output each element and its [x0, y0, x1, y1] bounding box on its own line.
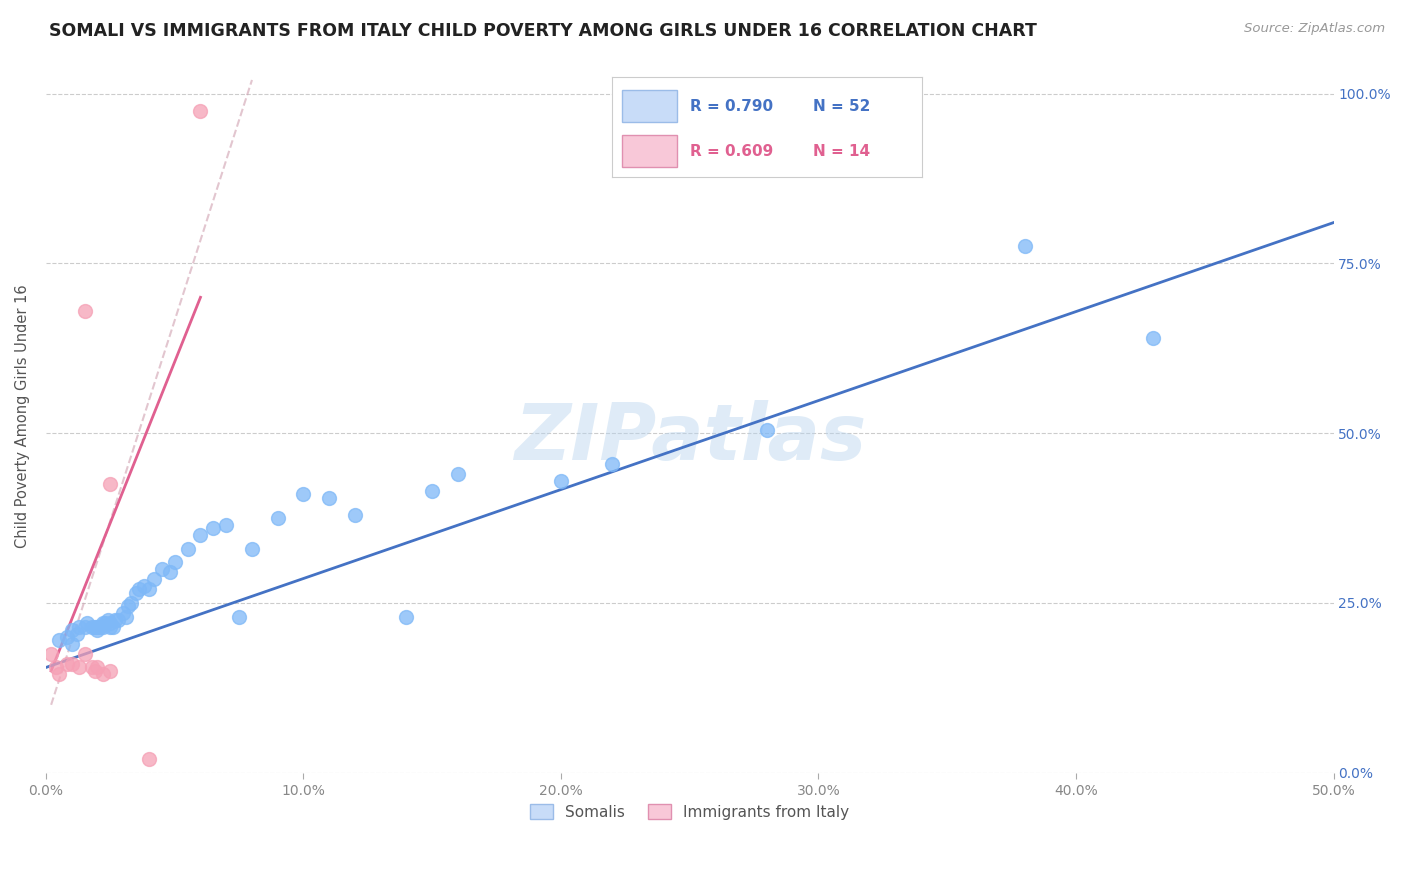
- Point: [98, 477, 121, 491]
- Point: [756, 423, 779, 437]
- Point: [94, 616, 117, 631]
- Point: [91, 616, 114, 631]
- Point: [60, 657, 83, 671]
- Point: [82, 660, 104, 674]
- Point: [143, 572, 166, 586]
- Point: [215, 517, 238, 532]
- Point: [343, 508, 366, 522]
- Point: [117, 599, 139, 614]
- Point: [48, 633, 70, 648]
- Point: [1014, 239, 1036, 253]
- Point: [163, 555, 186, 569]
- Point: [73, 620, 96, 634]
- Point: [91, 667, 114, 681]
- Point: [125, 586, 148, 600]
- Point: [60, 623, 83, 637]
- Point: [128, 582, 150, 597]
- Point: [138, 582, 160, 597]
- Point: [114, 609, 136, 624]
- Point: [112, 606, 135, 620]
- Point: [138, 752, 160, 766]
- Point: [104, 613, 127, 627]
- Point: [98, 620, 121, 634]
- Point: [66, 626, 89, 640]
- Point: [39, 647, 62, 661]
- Point: [101, 620, 124, 634]
- Point: [69, 660, 91, 674]
- Point: [73, 304, 96, 318]
- Point: [86, 620, 108, 634]
- Point: [76, 616, 98, 631]
- Point: [60, 637, 83, 651]
- Point: [395, 609, 418, 624]
- Point: [86, 660, 108, 674]
- Point: [97, 613, 120, 627]
- Point: [132, 579, 155, 593]
- Point: [83, 620, 105, 634]
- Point: [150, 562, 173, 576]
- Point: [83, 664, 105, 678]
- Point: [91, 620, 114, 634]
- Point: [202, 521, 225, 535]
- Point: [45, 660, 67, 674]
- Point: [267, 511, 290, 525]
- Point: [318, 491, 340, 505]
- Point: [98, 616, 121, 631]
- Point: [420, 483, 443, 498]
- Point: [107, 613, 129, 627]
- Text: Source: ZipAtlas.com: Source: ZipAtlas.com: [1244, 22, 1385, 36]
- Point: [89, 620, 111, 634]
- Point: [550, 474, 572, 488]
- Text: ZIPatlas: ZIPatlas: [513, 400, 866, 475]
- Point: [73, 647, 96, 661]
- Point: [228, 609, 250, 624]
- Point: [240, 541, 263, 556]
- Point: [48, 667, 70, 681]
- Point: [447, 467, 470, 481]
- Point: [190, 103, 212, 118]
- Point: [602, 457, 624, 471]
- Point: [190, 528, 212, 542]
- Point: [55, 630, 77, 644]
- Point: [1142, 331, 1164, 345]
- Point: [55, 657, 77, 671]
- Point: [82, 620, 104, 634]
- Point: [86, 623, 108, 637]
- Point: [159, 566, 181, 580]
- Text: SOMALI VS IMMIGRANTS FROM ITALY CHILD POVERTY AMONG GIRLS UNDER 16 CORRELATION C: SOMALI VS IMMIGRANTS FROM ITALY CHILD PO…: [49, 22, 1038, 40]
- Point: [176, 541, 198, 556]
- Point: [98, 664, 121, 678]
- Y-axis label: Child Poverty Among Girls Under 16: Child Poverty Among Girls Under 16: [15, 285, 30, 548]
- Point: [69, 620, 91, 634]
- Point: [120, 596, 142, 610]
- Point: [292, 487, 315, 501]
- Legend: Somalis, Immigrants from Italy: Somalis, Immigrants from Italy: [524, 797, 855, 826]
